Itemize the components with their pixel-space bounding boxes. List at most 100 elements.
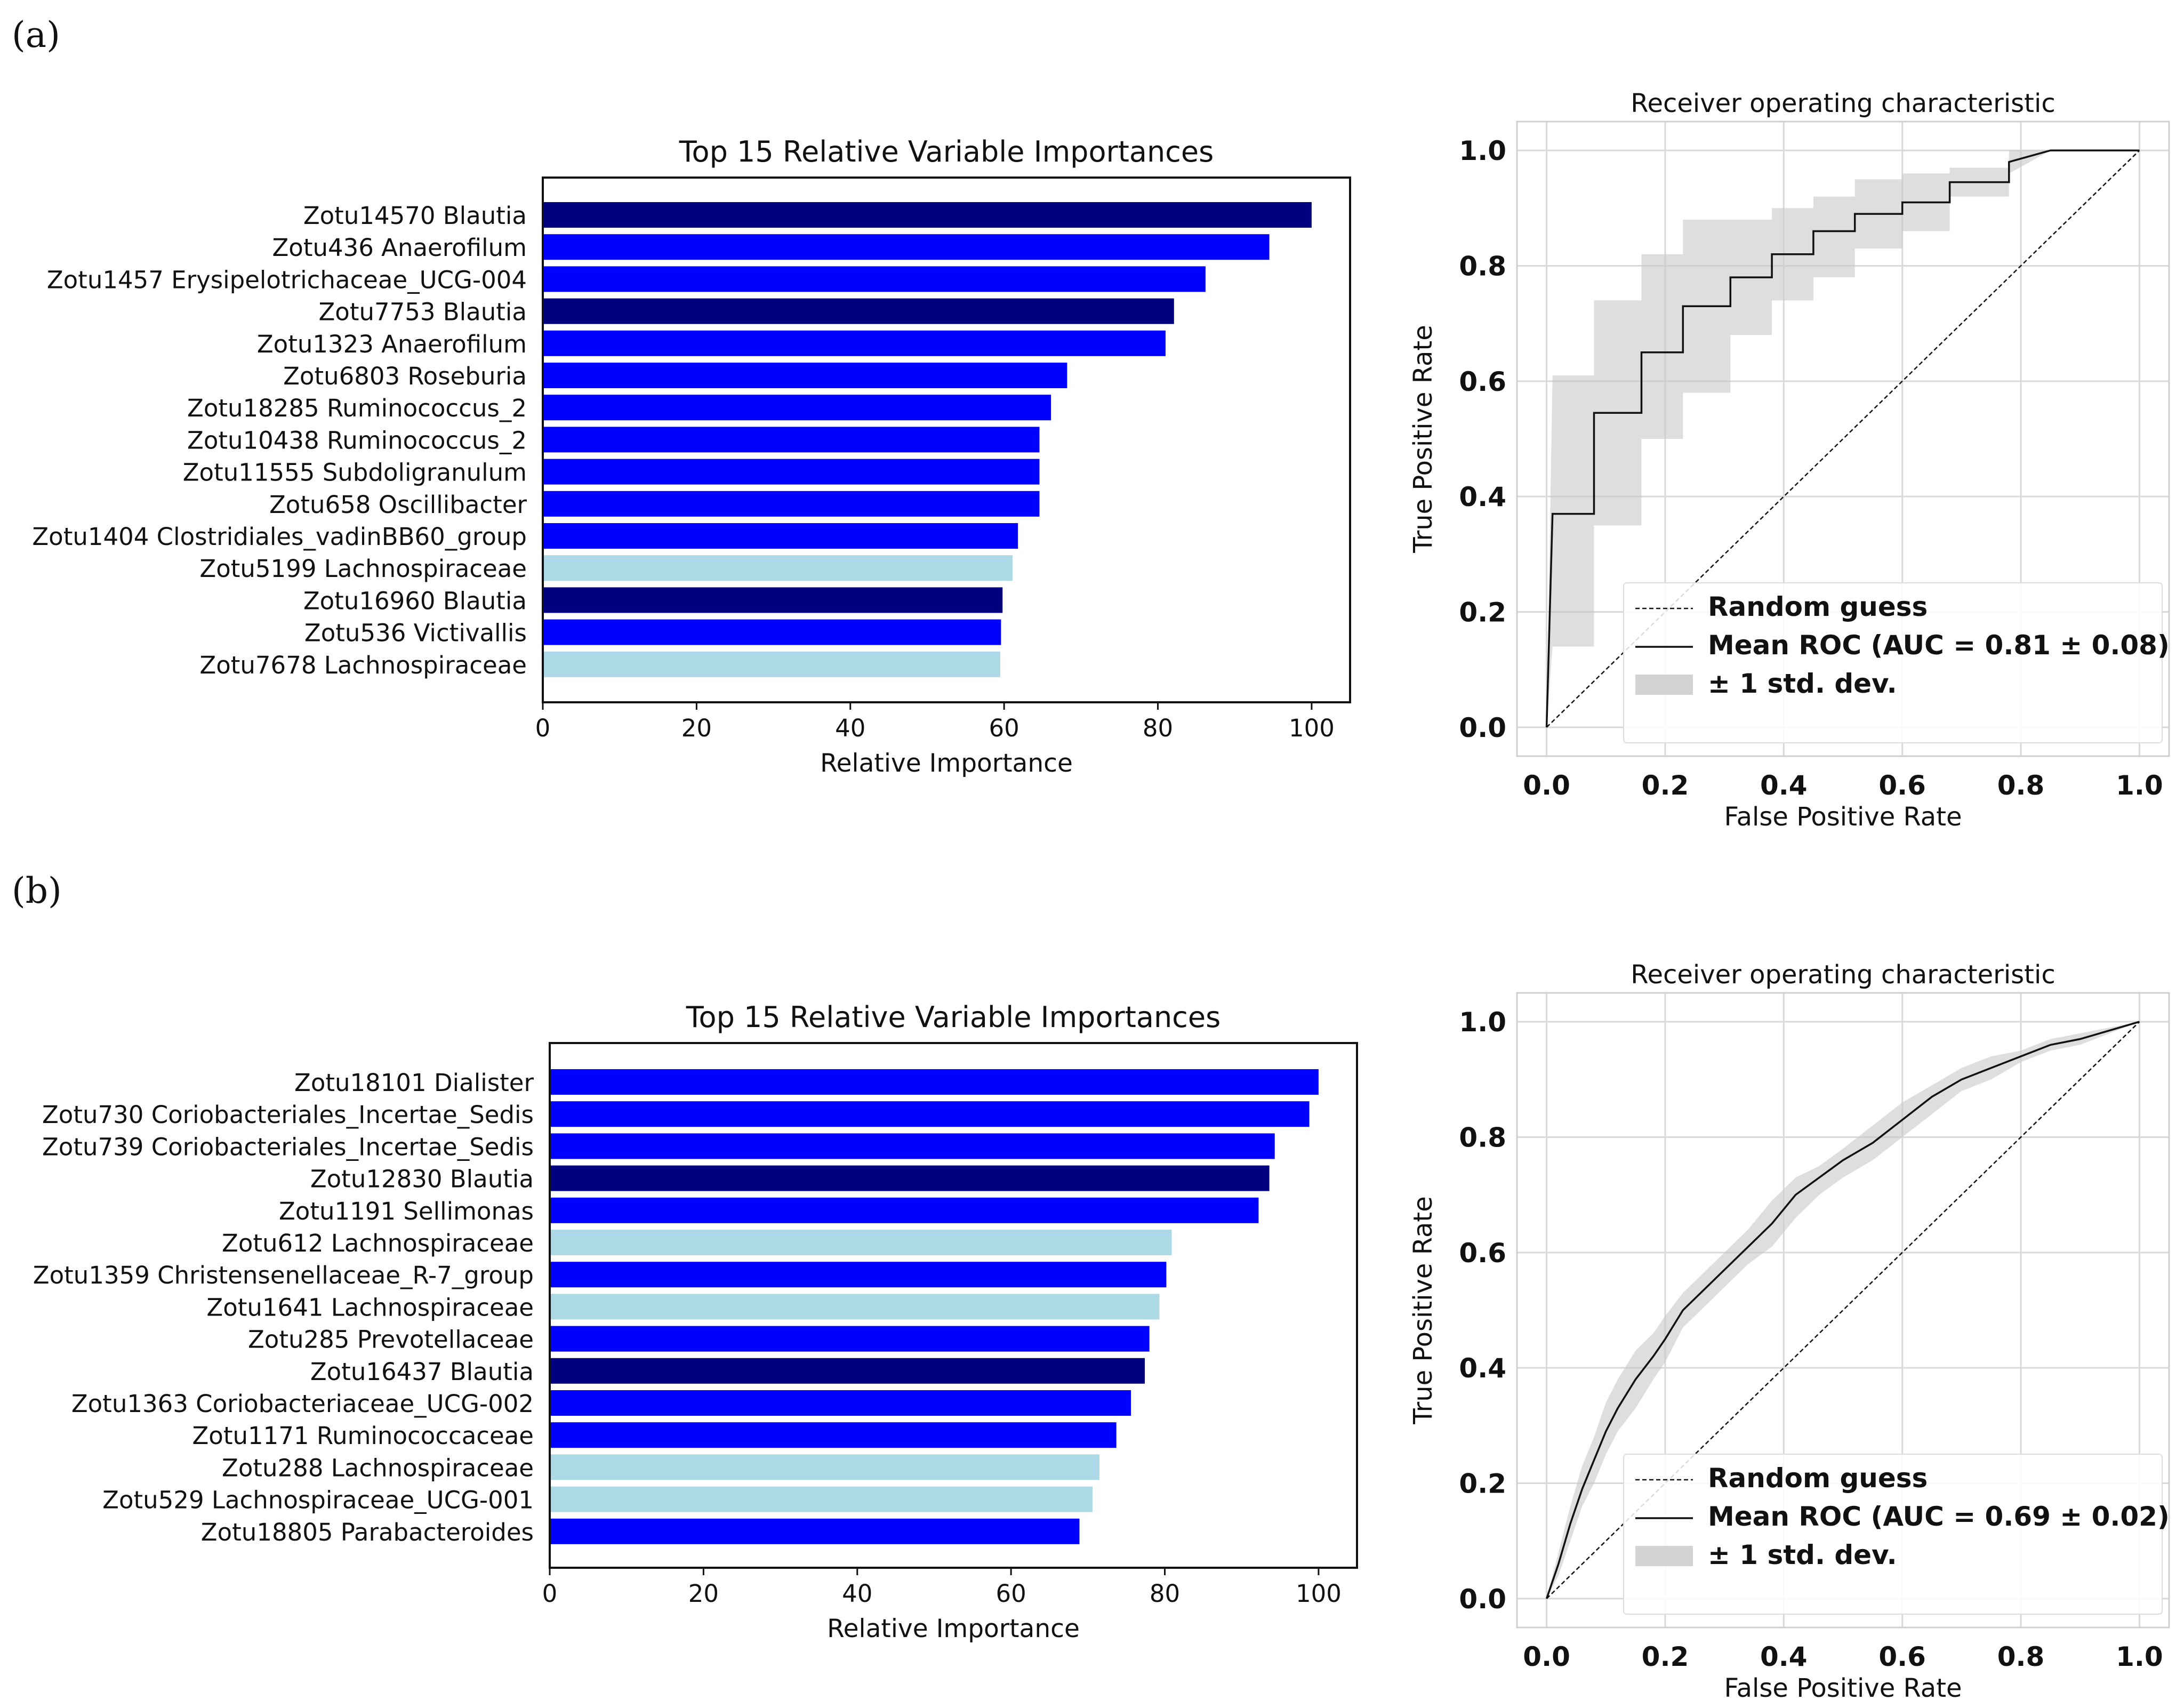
bar-category-label: Zotu18101 Dialister <box>294 1069 534 1097</box>
bar-chart: Top 15 Relative Variable Importances Zotu… <box>32 135 1351 778</box>
bar <box>550 1133 1275 1159</box>
x-tick-label: 60 <box>996 1579 1026 1608</box>
roc-title: Receiver operating characteristic <box>1631 89 2055 118</box>
x-tick-label: 20 <box>688 1579 719 1608</box>
bar <box>543 491 1040 517</box>
roc-plot-frame <box>1516 992 2170 1629</box>
mean-roc-line <box>1545 1021 2140 1599</box>
bar-category-label: Zotu1363 Coriobacteriaceae_UCG-002 <box>71 1390 534 1418</box>
panel-a: (a) Top 15 Relative Variable Importances Z… <box>12 14 2170 832</box>
roc-y-tick-label: 1.0 <box>1459 135 1506 166</box>
mean-roc-line <box>1545 149 2140 727</box>
bar <box>550 1422 1117 1448</box>
x-tick-label: 0 <box>542 1579 558 1608</box>
roc-x-tick-label: 0.2 <box>1642 770 1689 801</box>
bar-category-label: Zotu16960 Blautia <box>303 587 527 615</box>
bar <box>543 651 1000 677</box>
x-tick-label: 80 <box>1143 714 1173 742</box>
bar-category-label: Zotu436 Anaerofilum <box>272 234 527 262</box>
roc-y-axis-label: True Positive Rate <box>1408 1196 1438 1425</box>
bar <box>550 1486 1093 1512</box>
bar-category-label: Zotu16437 Blautia <box>310 1358 534 1386</box>
roc-x-tick-label: 0.4 <box>1760 770 1808 801</box>
x-tick-label: 40 <box>842 1579 872 1608</box>
roc-x-tick-label: 0.0 <box>1523 770 1570 801</box>
roc-x-tick-label: 0.2 <box>1642 1641 1689 1672</box>
roc-y-tick-label: 0.2 <box>1459 597 1506 628</box>
roc-y-tick-label: 0.0 <box>1459 1584 1506 1615</box>
roc-x-tick-label: 1.0 <box>2116 1641 2163 1672</box>
bar-category-label: Zotu658 Oscillibacter <box>269 491 527 519</box>
bar-category-label: Zotu6803 Roseburia <box>283 362 527 390</box>
bar-category-label: Zotu529 Lachnospiraceae_UCG-001 <box>102 1486 534 1514</box>
roc-x-tick-label: 0.8 <box>1997 770 2045 801</box>
x-axis-label: Relative Importance <box>827 1614 1080 1643</box>
x-tick-label: 20 <box>681 714 712 742</box>
roc-x-tick-label: 0.6 <box>1878 770 1926 801</box>
roc-y-tick-label: 0.8 <box>1459 251 1506 282</box>
bar-category-label: Zotu1641 Lachnospiraceae <box>206 1293 534 1321</box>
roc-chart: Receiver operating characteristic 0.0 0.2 0… <box>1408 89 2170 832</box>
std-dev-band <box>1546 150 2140 727</box>
bar-plot-frame <box>542 177 1351 703</box>
roc-x-axis-label: False Positive Rate <box>1724 1673 1962 1700</box>
bar-category-label: Zotu18285 Ruminococcus_2 <box>187 394 527 422</box>
legend-entry: Random guess <box>1708 591 1928 622</box>
bar-plot-frame <box>549 1042 1358 1569</box>
bar-chart-title: Top 15 Relative Variable Importances <box>679 135 1214 169</box>
bar-category-label: Zotu730 Coriobacteriales_Incertae_Sedis <box>42 1101 534 1129</box>
roc-plot-frame <box>1516 121 2170 757</box>
x-tick-label: 100 <box>1296 1579 1342 1608</box>
panel-b: (b) Top 15 Relative Variable Importances Z… <box>12 870 2170 1700</box>
x-tick-label: 40 <box>835 714 865 742</box>
roc-x-tick-label: 0.0 <box>1523 1641 1570 1672</box>
bar <box>550 1165 1270 1191</box>
bar-category-label: Zotu7678 Lachnospiraceae <box>199 651 527 679</box>
roc-legend: Random guess Mean ROC (AUC = 0.81 ± 0.08)… <box>1623 582 2170 743</box>
bar-category-label: Zotu1457 Erysipelotrichaceae_UCG-004 <box>47 266 527 294</box>
roc-title: Receiver operating characteristic <box>1631 960 2055 990</box>
x-tick-label: 60 <box>989 714 1019 742</box>
bar <box>543 619 1001 645</box>
roc-y-axis-label: True Positive Rate <box>1408 325 1438 554</box>
bar-category-label: Zotu1171 Ruminococcaceae <box>192 1422 534 1450</box>
roc-legend: Random guess Mean ROC (AUC = 0.69 ± 0.02)… <box>1623 1454 2170 1615</box>
legend-entry: ± 1 std. dev. <box>1708 668 1897 699</box>
legend-entry: Mean ROC (AUC = 0.81 ± 0.08) <box>1708 630 2170 661</box>
legend-entry: Mean ROC (AUC = 0.69 ± 0.02) <box>1708 1501 2170 1532</box>
bar <box>550 1326 1150 1352</box>
x-tick-label: 80 <box>1150 1579 1180 1608</box>
bar-category-label: Zotu739 Coriobacteriales_Incertae_Sedis <box>42 1133 534 1161</box>
bar <box>543 330 1166 356</box>
roc-chart: Receiver operating characteristic 0.0 0.2 0… <box>1408 960 2170 1700</box>
bar-category-label: Zotu612 Lachnospiraceae <box>222 1229 534 1257</box>
panel-label: (b) <box>12 870 62 911</box>
bar-category-label: Zotu1191 Sellimonas <box>279 1197 534 1225</box>
roc-y-tick-label: 0.6 <box>1459 366 1506 397</box>
roc-y-tick-label: 0.6 <box>1459 1238 1506 1269</box>
panel-label: (a) <box>12 14 60 55</box>
legend-entry: Random guess <box>1708 1463 1928 1494</box>
bar <box>543 395 1051 421</box>
bar-chart-title: Top 15 Relative Variable Importances <box>686 1000 1221 1034</box>
bar-category-label: Zotu285 Prevotellaceae <box>248 1326 534 1354</box>
bar <box>543 202 1312 228</box>
random-guess-line <box>1546 150 2140 728</box>
bar <box>550 1518 1080 1544</box>
bar <box>550 1454 1099 1480</box>
bar <box>550 1262 1167 1288</box>
random-guess-line <box>1546 1021 2140 1599</box>
bar <box>543 459 1040 485</box>
bar-category-label: Zotu10438 Ruminococcus_2 <box>187 426 527 454</box>
bar-category-label: Zotu288 Lachnospiraceae <box>222 1454 534 1482</box>
bar-category-label: Zotu536 Victivallis <box>304 619 527 647</box>
legend-box <box>1623 1454 2163 1615</box>
bar-chart: Top 15 Relative Variable Importances Zotu… <box>33 1000 1358 1643</box>
bar <box>550 1358 1145 1384</box>
bar <box>543 555 1013 581</box>
roc-y-tick-label: 0.8 <box>1459 1122 1506 1153</box>
bar <box>543 587 1003 613</box>
bar-category-label: Zotu14570 Blautia <box>303 202 527 230</box>
x-tick-label: 100 <box>1289 714 1335 742</box>
